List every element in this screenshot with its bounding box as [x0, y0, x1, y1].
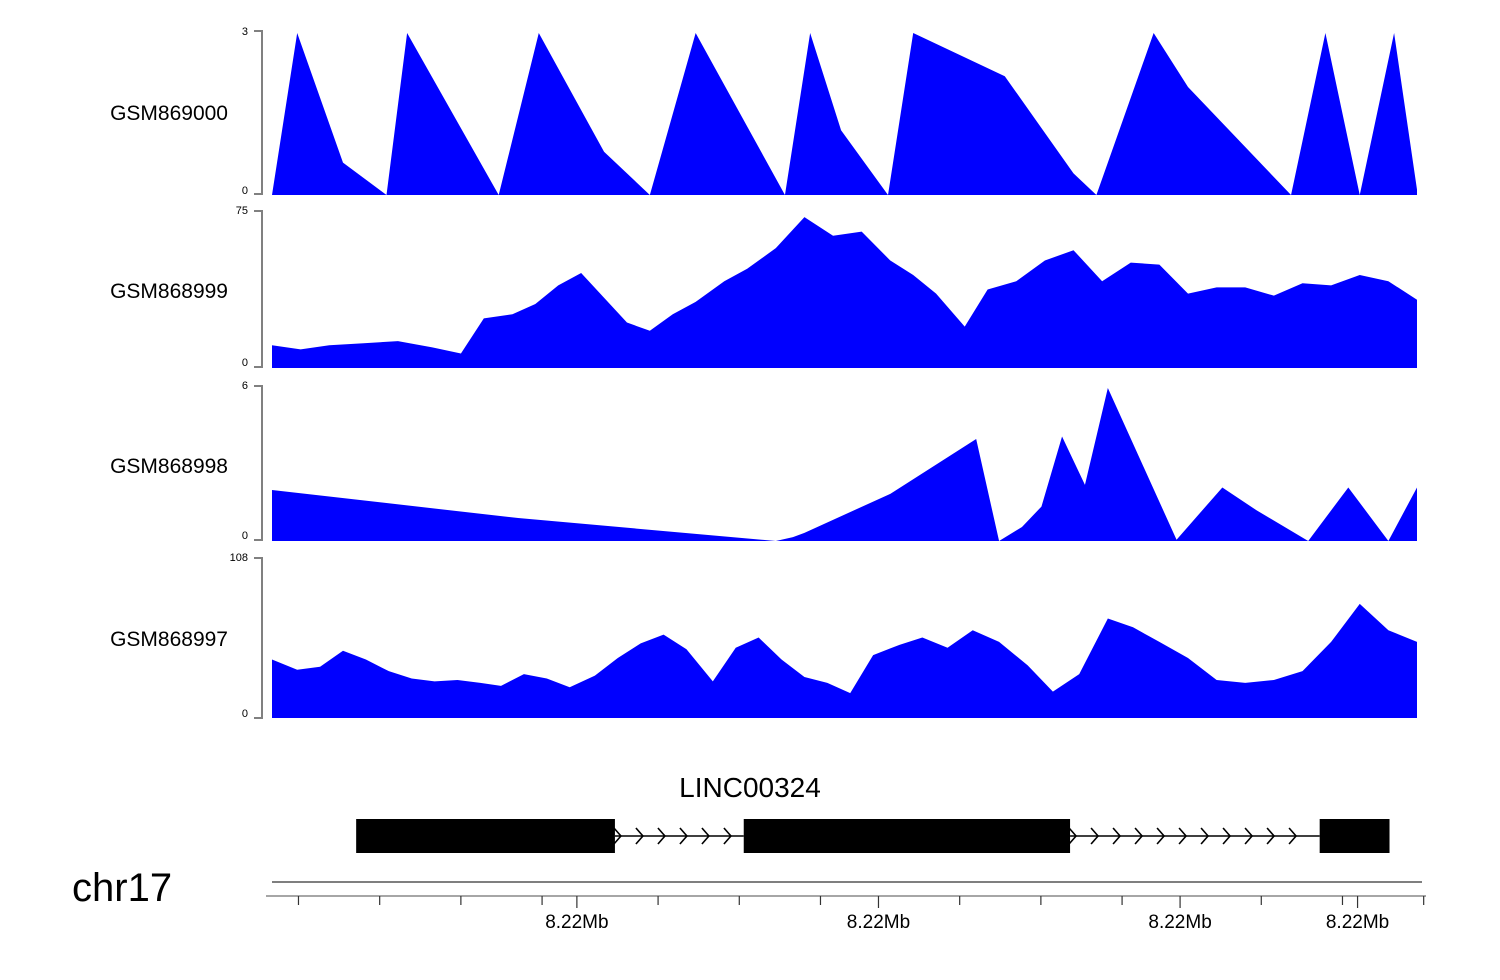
axis-bracket-gsm868998 — [254, 385, 263, 541]
track-area-gsm868999[interactable] — [272, 213, 1417, 368]
chromosome-label: chr17 — [72, 866, 173, 910]
axis-tick-label: 8.22Mb — [846, 912, 911, 933]
axis-max-gsm869000: 3 — [241, 26, 248, 38]
track-label-gsm868999: GSM868999 — [110, 280, 228, 303]
axis-min-gsm868998: 0 — [241, 530, 248, 542]
axis-tick-label: 8.22Mb — [1148, 912, 1212, 933]
axis-tick-label: 8.22Mb — [1325, 912, 1390, 933]
track-area-gsm868998[interactable] — [272, 388, 1417, 541]
axis-max-gsm868998: 6 — [241, 380, 248, 392]
track-label-gsm868997: GSM868997 — [110, 628, 228, 651]
axis-max-gsm868997: 108 — [229, 552, 248, 564]
axis-min-gsm868999: 0 — [241, 357, 248, 369]
track-area-gsm868997[interactable] — [272, 560, 1417, 718]
track-area-gsm869000[interactable] — [272, 33, 1417, 195]
genome-axis-ruler — [266, 881, 1426, 908]
axis-bracket-gsm868999 — [254, 210, 263, 368]
track-label-gsm869000: GSM869000 — [110, 102, 228, 125]
axis-tick-label: 8.22Mb — [545, 912, 609, 933]
axis-bracket-gsm868997 — [254, 557, 263, 719]
axis-min-gsm869000: 0 — [241, 185, 248, 197]
axis-min-gsm868997: 0 — [241, 708, 248, 720]
axis-max-gsm868999: 75 — [235, 205, 248, 217]
gene-model[interactable] — [272, 812, 1417, 860]
axis-bracket-gsm869000 — [254, 30, 263, 195]
track-label-gsm868998: GSM868998 — [110, 455, 228, 478]
gene-name-label: LINC00324 — [679, 772, 821, 803]
